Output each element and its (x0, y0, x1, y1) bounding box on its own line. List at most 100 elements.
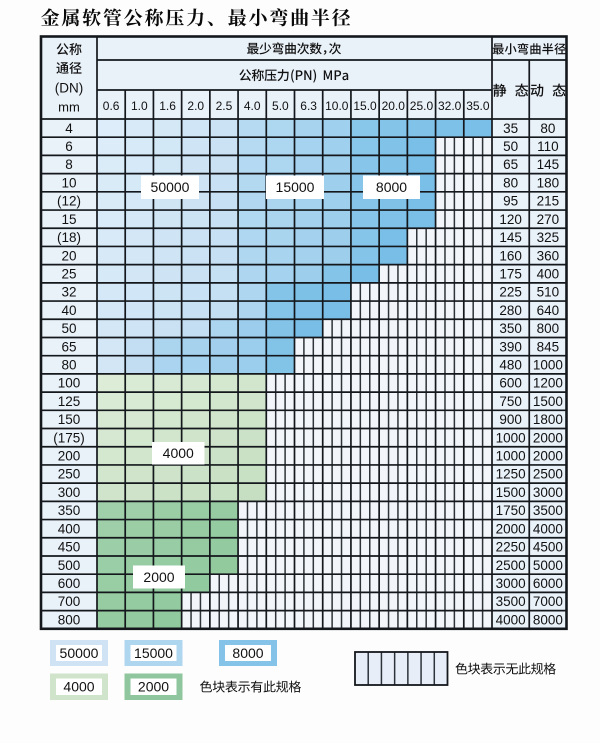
svg-text:(DN): (DN) (55, 80, 84, 95)
svg-text:(12): (12) (57, 194, 81, 209)
svg-text:3000: 3000 (533, 485, 563, 500)
svg-text:6.3: 6.3 (300, 99, 317, 113)
svg-text:1.6: 1.6 (159, 99, 176, 113)
svg-text:270: 270 (537, 212, 560, 227)
svg-text:95: 95 (503, 194, 518, 209)
svg-text:15: 15 (61, 212, 76, 227)
svg-text:1500: 1500 (496, 485, 526, 500)
svg-text:65: 65 (503, 157, 518, 172)
svg-text:145: 145 (499, 230, 522, 245)
svg-text:25: 25 (61, 266, 76, 281)
svg-text:350: 350 (58, 503, 81, 518)
svg-text:20.0: 20.0 (382, 99, 406, 113)
svg-text:800: 800 (58, 612, 81, 627)
svg-text:5000: 5000 (533, 558, 563, 573)
svg-text:100: 100 (58, 376, 81, 391)
svg-text:600: 600 (58, 576, 81, 591)
svg-text:1500: 1500 (533, 394, 563, 409)
svg-text:300: 300 (58, 485, 81, 500)
svg-text:1.0: 1.0 (131, 99, 148, 113)
svg-text:15000: 15000 (276, 179, 315, 195)
svg-text:4: 4 (65, 121, 73, 136)
svg-text:80: 80 (61, 357, 76, 372)
svg-text:50000: 50000 (60, 645, 99, 661)
svg-text:(18): (18) (57, 230, 81, 245)
svg-text:2.0: 2.0 (187, 99, 204, 113)
svg-text:1800: 1800 (533, 412, 563, 427)
svg-text:65: 65 (61, 339, 76, 354)
svg-text:325: 325 (537, 230, 560, 245)
svg-text:1200: 1200 (533, 376, 563, 391)
svg-text:8000: 8000 (533, 612, 563, 627)
svg-text:2000: 2000 (533, 430, 563, 445)
svg-text:1750: 1750 (496, 503, 526, 518)
svg-text:80: 80 (540, 121, 555, 136)
svg-text:3500: 3500 (496, 594, 526, 609)
svg-text:3500: 3500 (533, 503, 563, 518)
svg-text:1000: 1000 (533, 357, 563, 372)
svg-text:4000: 4000 (63, 679, 94, 695)
svg-text:500: 500 (58, 558, 81, 573)
svg-text:4.0: 4.0 (244, 99, 261, 113)
svg-text:2.5: 2.5 (216, 99, 233, 113)
svg-text:2500: 2500 (533, 467, 563, 482)
svg-text:2500: 2500 (496, 558, 526, 573)
svg-text:50: 50 (61, 321, 76, 336)
svg-text:2000: 2000 (138, 679, 169, 695)
svg-text:10: 10 (61, 175, 76, 190)
svg-text:25.0: 25.0 (410, 99, 434, 113)
svg-text:1250: 1250 (496, 467, 526, 482)
svg-text:145: 145 (537, 157, 560, 172)
svg-text:10.0: 10.0 (325, 99, 349, 113)
svg-text:32.0: 32.0 (438, 99, 462, 113)
svg-text:2000: 2000 (496, 521, 526, 536)
svg-text:2000: 2000 (143, 569, 174, 585)
svg-text:(175): (175) (53, 430, 85, 445)
svg-text:4500: 4500 (533, 540, 563, 555)
svg-text:280: 280 (499, 303, 522, 318)
svg-text:600: 600 (499, 376, 522, 391)
svg-text:640: 640 (537, 303, 560, 318)
svg-text:1000: 1000 (496, 430, 526, 445)
svg-text:510: 510 (537, 285, 560, 300)
svg-text:900: 900 (499, 412, 522, 427)
svg-text:15000: 15000 (134, 645, 173, 661)
svg-text:50: 50 (503, 139, 518, 154)
svg-text:200: 200 (58, 449, 81, 464)
svg-text:4000: 4000 (496, 612, 526, 627)
svg-text:225: 225 (499, 285, 522, 300)
svg-text:4000: 4000 (163, 445, 194, 461)
svg-text:3000: 3000 (496, 576, 526, 591)
svg-text:8: 8 (65, 157, 73, 172)
svg-text:750: 750 (499, 394, 522, 409)
svg-text:215: 215 (537, 194, 560, 209)
svg-text:450: 450 (58, 540, 81, 555)
svg-text:390: 390 (499, 339, 522, 354)
svg-text:8000: 8000 (232, 645, 263, 661)
svg-text:0.6: 0.6 (103, 99, 120, 113)
svg-text:mm: mm (58, 99, 80, 114)
svg-text:350: 350 (499, 321, 522, 336)
svg-text:110: 110 (537, 139, 559, 154)
svg-text:20: 20 (61, 248, 76, 263)
svg-text:35: 35 (503, 121, 518, 136)
svg-text:800: 800 (537, 321, 560, 336)
svg-text:7000: 7000 (533, 594, 563, 609)
svg-text:125: 125 (58, 394, 81, 409)
svg-text:250: 250 (58, 467, 81, 482)
svg-text:480: 480 (499, 357, 522, 372)
svg-text:6: 6 (65, 139, 73, 154)
svg-text:8000: 8000 (376, 179, 407, 195)
svg-text:400: 400 (58, 521, 81, 536)
svg-text:2250: 2250 (496, 540, 526, 555)
svg-text:4000: 4000 (533, 521, 563, 536)
svg-text:5.0: 5.0 (272, 99, 289, 113)
svg-text:150: 150 (58, 412, 81, 427)
svg-text:15.0: 15.0 (353, 99, 377, 113)
svg-text:6000: 6000 (533, 576, 563, 591)
svg-text:180: 180 (537, 175, 560, 190)
svg-text:700: 700 (58, 594, 81, 609)
svg-text:50000: 50000 (151, 179, 190, 195)
svg-text:175: 175 (499, 266, 522, 281)
svg-text:35.0: 35.0 (466, 99, 490, 113)
